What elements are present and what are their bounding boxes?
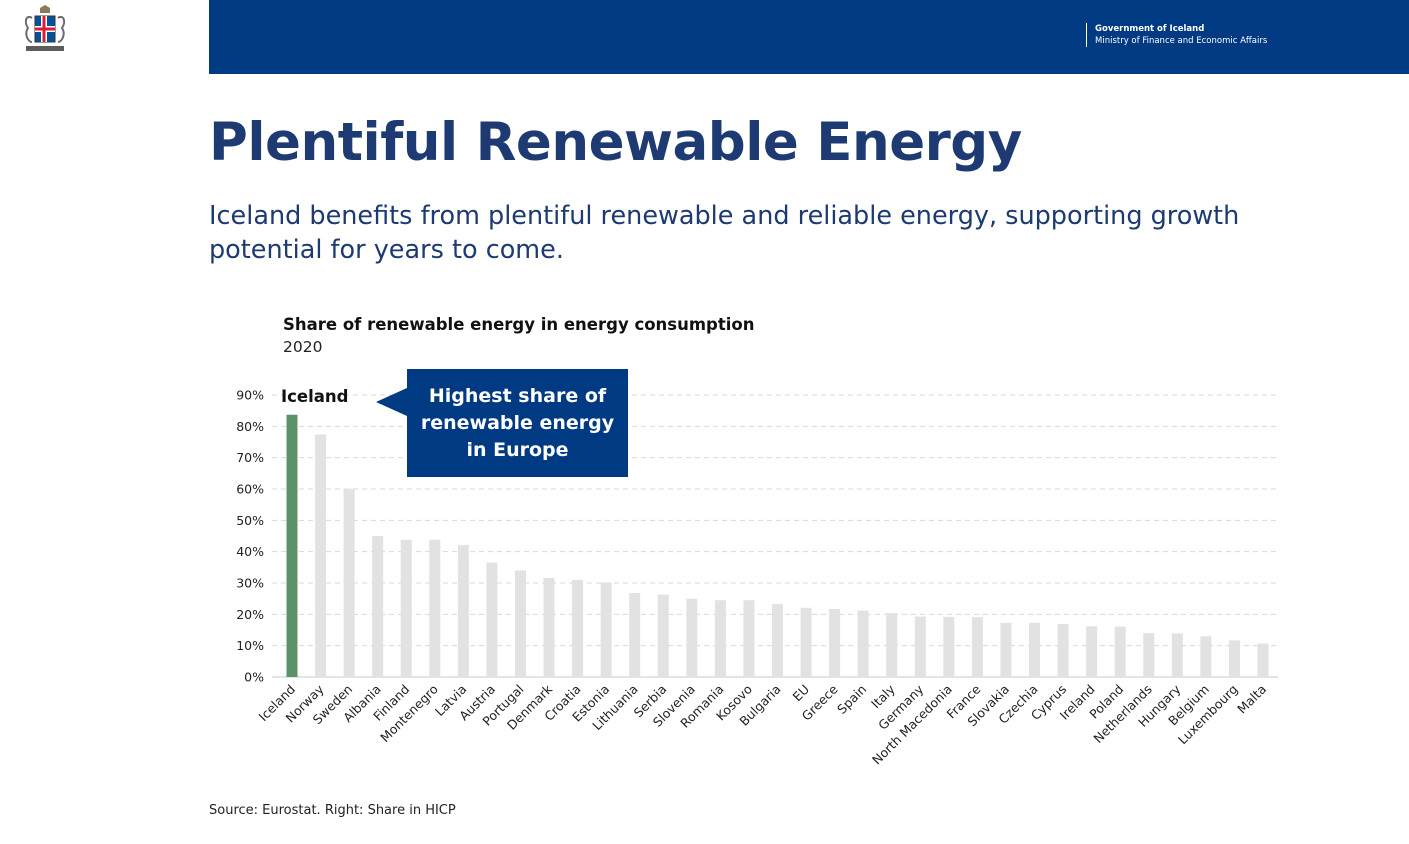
government-label: Government of Iceland Ministry of Financ… [1086, 23, 1267, 47]
y-tick-label: 40% [236, 544, 264, 559]
bar [629, 593, 641, 677]
bar [1057, 624, 1069, 677]
bar [457, 545, 469, 677]
y-tick-label: 60% [236, 482, 264, 497]
bar [1000, 622, 1012, 677]
header-bar: Government of Iceland Ministry of Financ… [209, 0, 1409, 74]
y-tick-label: 50% [236, 513, 264, 528]
y-tick-label: 30% [236, 576, 264, 591]
bar [400, 539, 412, 677]
ministry-name: Ministry of Finance and Economic Affairs [1095, 36, 1268, 46]
bar [1086, 626, 1098, 677]
page-subtitle: Iceland benefits from plentiful renewabl… [209, 201, 1240, 265]
bar [1228, 640, 1240, 677]
government-name: Government of Iceland [1095, 24, 1205, 34]
chart-title: Share of renewable energy in energy cons… [283, 315, 755, 334]
bar [514, 570, 526, 677]
chart-subtitle: 2020 [283, 338, 323, 356]
bar [714, 600, 726, 677]
bar [857, 610, 869, 677]
y-tick-label: 10% [236, 638, 264, 653]
bar [572, 579, 584, 677]
bar [1143, 633, 1155, 677]
bar [429, 539, 441, 677]
callout-pointer [376, 388, 407, 416]
bar [971, 617, 983, 677]
y-tick-label: 20% [236, 607, 264, 622]
bar [686, 598, 698, 677]
bar [372, 536, 384, 677]
bar [800, 607, 812, 677]
callout-text: Highest share of renewable energy in Eur… [420, 384, 615, 461]
bar [1171, 633, 1183, 677]
highlight-label: Iceland [281, 387, 348, 406]
x-tick-label: Malta [1234, 682, 1269, 717]
bar [886, 613, 898, 677]
y-tick-label: 70% [236, 450, 264, 465]
bar [1200, 636, 1212, 677]
bar [1029, 622, 1041, 677]
bar [543, 577, 555, 677]
bar [743, 600, 755, 677]
bar [600, 582, 612, 677]
bar [315, 434, 327, 677]
bar [1257, 643, 1269, 677]
page-title: Plentiful Renewable Energy [209, 112, 1022, 173]
x-tick-label: Spain [834, 682, 869, 717]
source-note: Source: Eurostat. Right: Share in HICP [209, 803, 456, 818]
bar [286, 414, 298, 677]
bar [829, 609, 841, 677]
y-tick-label: 0% [244, 670, 264, 685]
bar [914, 616, 926, 677]
callout-box: Highest share of renewable energy in Eur… [407, 369, 628, 477]
y-tick-label: 80% [236, 419, 264, 434]
iceland-coat-of-arms-icon [24, 5, 66, 51]
bar [943, 616, 955, 677]
bar [486, 562, 498, 677]
bar [1114, 626, 1126, 677]
y-tick-label: 90% [236, 388, 264, 403]
bar [343, 488, 355, 677]
bar [772, 603, 783, 677]
x-tick-label: EU [790, 682, 813, 705]
bar [657, 594, 669, 677]
